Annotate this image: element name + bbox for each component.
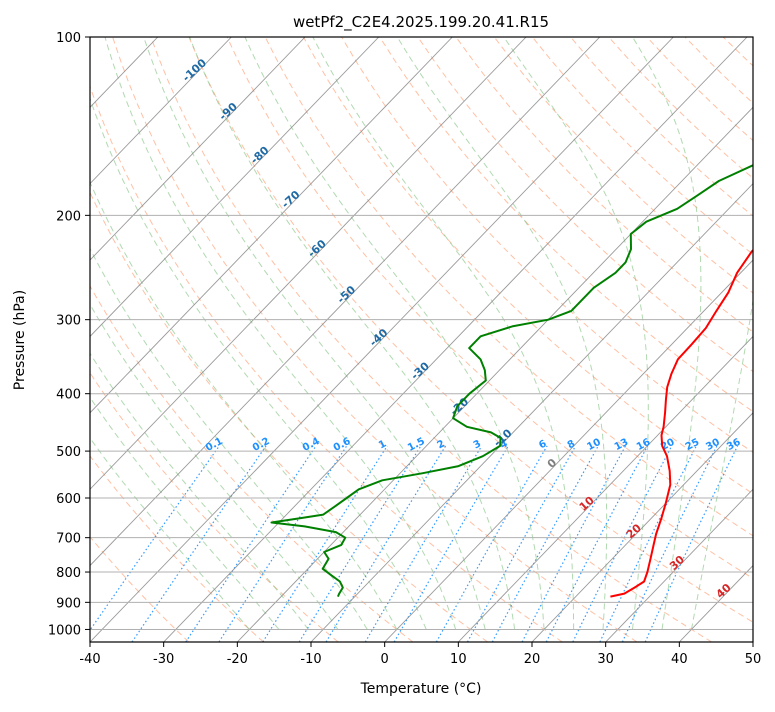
- chart-title: wetPf2_C2E4.2025.199.20.41.R15: [293, 13, 549, 32]
- x-tick-label: 50: [745, 652, 762, 667]
- y-tick-label: 900: [56, 596, 81, 611]
- x-axis-label: Temperature (°C): [360, 681, 482, 697]
- y-tick-label: 400: [56, 388, 81, 403]
- x-tick-label: -40: [79, 652, 100, 667]
- y-tick-label: 700: [56, 532, 81, 547]
- y-tick-label: 100: [56, 31, 81, 46]
- x-tick-label: 30: [597, 652, 614, 667]
- x-tick-label: 40: [671, 652, 688, 667]
- x-tick-label: -30: [153, 652, 174, 667]
- x-tick-label: 20: [524, 652, 541, 667]
- x-tick-label: -20: [227, 652, 248, 667]
- y-tick-label: 1000: [48, 623, 81, 638]
- x-tick-label: 10: [450, 652, 467, 667]
- y-tick-label: 300: [56, 314, 81, 329]
- y-tick-label: 500: [56, 445, 81, 460]
- x-tick-label: -10: [300, 652, 321, 667]
- y-tick-label: 600: [56, 492, 81, 507]
- y-tick-label: 800: [56, 566, 81, 581]
- y-tick-label: 200: [56, 209, 81, 224]
- y-axis-label: Pressure (hPa): [12, 290, 28, 390]
- x-tick-label: 0: [381, 652, 389, 667]
